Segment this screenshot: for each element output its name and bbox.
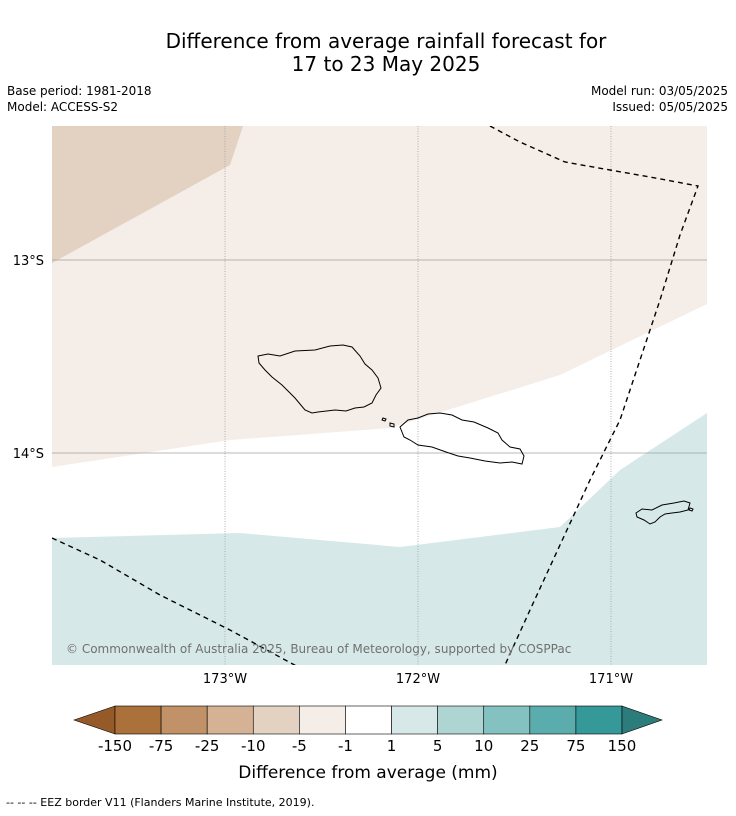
region-below-average-moderate xyxy=(52,126,243,263)
legend-bin xyxy=(299,705,346,735)
legend-bin xyxy=(529,705,577,735)
legend-tick-label: -5 xyxy=(292,737,307,755)
legend-tick-label: -25 xyxy=(195,737,220,755)
model-info: Base period: 1981-2018 Model: ACCESS-S2 xyxy=(7,84,152,115)
legend-tick-label: 75 xyxy=(566,737,585,755)
legend-bin xyxy=(345,705,392,735)
lon-label-172w: 172°W xyxy=(396,672,440,687)
legend-extend-low xyxy=(73,705,116,735)
eez-footnote: -- -- -- EEZ border V11 (Flanders Marine… xyxy=(6,796,315,809)
map-title: Difference from average rainfall forecas… xyxy=(0,30,736,76)
eez-border-north xyxy=(489,126,699,665)
legend-ticks: -150 -75 -25 -10 -5 -1 1 5 10 25 75 150 xyxy=(98,737,636,755)
tutuila-island xyxy=(635,500,691,525)
title-line-2: 17 to 23 May 2025 xyxy=(291,52,481,76)
title-line-1: Difference from average rainfall forecas… xyxy=(165,29,607,53)
legend-tick-label: 150 xyxy=(608,737,637,755)
legend-tick-label: 5 xyxy=(433,737,443,755)
eez-border-south xyxy=(52,537,296,665)
legend-bin xyxy=(114,705,162,735)
lon-label-173w: 173°W xyxy=(203,672,247,687)
legend-bins xyxy=(114,705,623,735)
graticule xyxy=(52,126,707,665)
legend-tick-label: -150 xyxy=(98,737,132,755)
lat-label-13s: 13°S xyxy=(13,254,44,269)
apolima-islet xyxy=(389,422,395,428)
map-area: © Commonwealth of Australia 2025, Bureau… xyxy=(52,126,707,665)
legend-tick-label: -75 xyxy=(149,737,174,755)
legend-extend-high xyxy=(621,705,663,735)
legend-tick-label: -1 xyxy=(338,737,353,755)
legend-bin xyxy=(160,705,208,735)
model-run: Model run: 03/05/2025 xyxy=(590,84,728,98)
legend-bin xyxy=(483,705,531,735)
issued-date: Issued: 05/05/2025 xyxy=(612,99,728,114)
copyright-text: © Commonwealth of Australia 2025, Bureau… xyxy=(66,642,571,656)
lat-label-14s: 14°S xyxy=(13,447,44,462)
region-above-average-slight xyxy=(52,413,707,665)
coastlines xyxy=(257,344,694,525)
savaii-island xyxy=(257,344,382,414)
base-period: Base period: 1981-2018 xyxy=(7,84,152,98)
color-legend: -150 -75 -25 -10 -5 -1 1 5 10 25 75 150 Difference … xyxy=(73,705,663,783)
legend-title: Difference from average (mm) xyxy=(238,763,497,783)
manono-islet xyxy=(381,417,387,422)
run-info: Model run: 03/05/2025 Issued: 05/05/2025 xyxy=(591,84,728,115)
upolu-island xyxy=(399,412,525,465)
legend-tick-label: -10 xyxy=(241,737,266,755)
legend-bin xyxy=(252,705,300,735)
legend-bin xyxy=(437,705,485,735)
legend-bin xyxy=(391,705,438,735)
legend-tick-label: 1 xyxy=(387,737,397,755)
legend-tick-label: 25 xyxy=(520,737,539,755)
legend-tick-label: 10 xyxy=(474,737,493,755)
aunuu-islet xyxy=(688,507,694,512)
lon-label-171w: 171°W xyxy=(589,672,633,687)
legend-bin xyxy=(575,705,623,735)
model-name: Model: ACCESS-S2 xyxy=(7,99,119,114)
legend-bin xyxy=(206,705,254,735)
